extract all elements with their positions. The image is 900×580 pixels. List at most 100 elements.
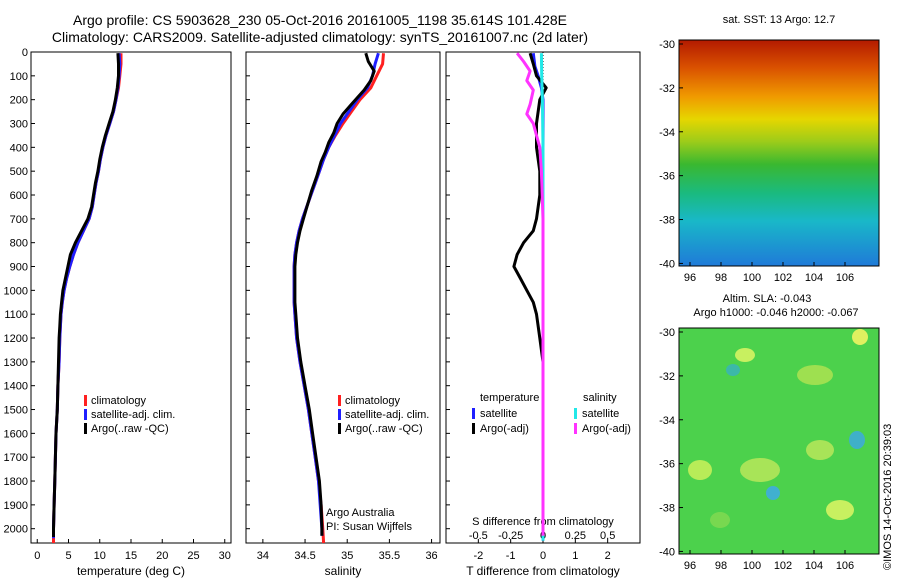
legend-swatch [472, 408, 475, 419]
map-y-tick-label: -38 [659, 503, 675, 515]
map-x-tick-label: 104 [805, 272, 823, 284]
depth-tick-label: 500 [10, 166, 28, 178]
difference-line-sal_argo [515, 52, 545, 536]
annotation: Argo Australia [326, 507, 395, 519]
map-y-tick-label: -40 [659, 546, 675, 558]
x-tick-label: 25 [187, 550, 199, 562]
legend-label: Argo(-adj) [582, 423, 631, 435]
map-x-tick-label: 100 [743, 272, 761, 284]
x-axis-label: T difference from climatology [466, 564, 620, 578]
x-axis-label: salinity [325, 564, 362, 578]
depth-tick-label: 100 [10, 71, 28, 83]
legend-swatch [574, 423, 577, 434]
sla-map-title-2: Argo h1000: -0.046 h2000: -0.067 [693, 307, 858, 319]
map-y-tick-label: -38 [659, 215, 675, 227]
depth-tick-label: 1600 [4, 428, 28, 440]
depth-tick-label: 1800 [4, 476, 28, 488]
annotation: PI: Susan Wijffels [326, 521, 412, 533]
salinity-tick-label: 0.25 [565, 530, 586, 542]
depth-tick-label: 1100 [4, 309, 28, 321]
depth-tick-label: 1400 [4, 381, 28, 393]
x-tick-label: 1 [572, 550, 578, 562]
map-x-tick-label: 98 [715, 272, 727, 284]
temperature-line-argo [52, 53, 120, 537]
legend-label: climatology [345, 395, 401, 407]
map-x-tick-label: 102 [774, 272, 792, 284]
legend-title-salinity: salinity [583, 392, 617, 404]
depth-tick-label: 1300 [4, 357, 28, 369]
map-x-tick-label: 100 [743, 560, 761, 572]
x-tick-label: 10 [94, 550, 106, 562]
map-y-tick-label: -40 [659, 258, 675, 270]
sla-map-title-1: Altim. SLA: -0.043 [723, 293, 812, 305]
x-tick-label: 34.5 [294, 550, 315, 562]
map-y-tick-label: -30 [659, 39, 675, 51]
salinity-tick-label: -0.25 [498, 530, 523, 542]
legend-label: satellite-adj. clim. [91, 409, 175, 421]
x-tick-label: 0 [540, 550, 546, 562]
legend-swatch [338, 395, 341, 406]
map-x-tick-label: 96 [684, 560, 696, 572]
x-tick-label: 0 [34, 550, 40, 562]
depth-tick-label: 400 [10, 142, 28, 154]
depth-tick-label: 1000 [4, 285, 28, 297]
sst-map [678, 39, 880, 267]
map-y-tick-label: -36 [659, 171, 675, 183]
chart-title-line2: Climatology: CARS2009. Satellite-adjuste… [51, 29, 589, 45]
legend-label: Argo(..raw -QC) [91, 423, 169, 435]
depth-tick-label: 2000 [4, 524, 28, 536]
legend-swatch [84, 395, 87, 406]
map-x-tick-label: 106 [836, 560, 854, 572]
legend-swatch [574, 408, 577, 419]
x-tick-label: 36 [425, 550, 437, 562]
map-y-tick-label: -34 [659, 415, 675, 427]
map-x-tick-label: 106 [836, 272, 854, 284]
x-tick-label: 34 [257, 550, 269, 562]
map-x-tick-label: 96 [684, 272, 696, 284]
map-y-tick-label: -30 [659, 327, 675, 339]
legend-label: Argo(-adj) [480, 423, 529, 435]
depth-tick-label: 800 [10, 238, 28, 250]
legend-label: satellite [480, 408, 517, 420]
depth-tick-label: 0 [22, 47, 28, 59]
sla-map [678, 327, 880, 555]
x-axis-label: temperature (deg C) [77, 564, 185, 578]
x-tick-label: 30 [219, 550, 231, 562]
legend-swatch [84, 409, 87, 420]
panel-temperature: 0100200300400500600700800900100011001200… [4, 47, 232, 578]
sla-blobs [688, 329, 868, 528]
map-x-tick-label: 98 [715, 560, 727, 572]
map-y-tick-label: -36 [659, 459, 675, 471]
legend-swatch [84, 423, 87, 434]
legend-label: climatology [91, 395, 147, 407]
depth-tick-label: 700 [10, 214, 28, 226]
salinity-line-argo [293, 52, 376, 536]
legend-swatch [472, 423, 475, 434]
depth-tick-label: 1900 [4, 500, 28, 512]
x-tick-label: -2 [473, 550, 483, 562]
depth-tick-label: 1500 [4, 405, 28, 417]
x-tick-label: 5 [65, 550, 71, 562]
x-tick-label: 35 [341, 550, 353, 562]
x-tick-label: -1 [506, 550, 516, 562]
footer-copyright: ©IMOS 14-Oct-2016 20:39:03 [882, 424, 894, 570]
panel-salinity: 34 34.5 35 35.5 36 salinity climatology satelli… [245, 51, 441, 578]
legend-swatch [338, 423, 341, 434]
legend-label: Argo(..raw -QC) [345, 423, 423, 435]
chart-title-line1: Argo profile: CS 5903628_230 05-Oct-2016… [72, 12, 568, 28]
difference-line-argo [512, 52, 548, 536]
x-tick-label: 35.5 [379, 550, 400, 562]
depth-tick-label: 600 [10, 190, 28, 202]
depth-tick-label: 200 [10, 95, 28, 107]
map-y-tick-label: -32 [659, 83, 675, 95]
depth-tick-label: 900 [10, 262, 28, 274]
legend-title-temperature: temperature [480, 392, 539, 404]
depth-tick-label: 300 [10, 119, 28, 131]
salinity-axes-box [245, 51, 441, 544]
depth-tick-label: 1700 [4, 452, 28, 464]
salinity-tick-label: -0.5 [469, 530, 488, 542]
legend-swatch [338, 409, 341, 420]
map-y-tick-label: -32 [659, 371, 675, 383]
